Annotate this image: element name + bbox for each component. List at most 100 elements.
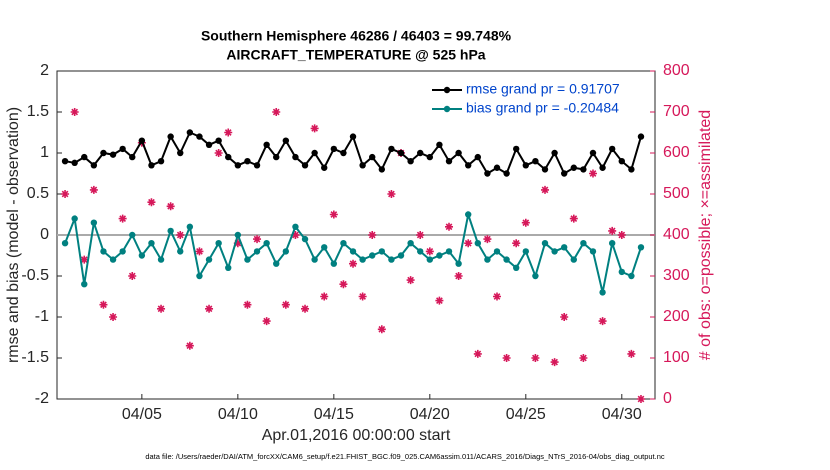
y-tick-label: -0.5 (21, 267, 49, 284)
obs-count-marker (205, 304, 214, 313)
obs-count-marker (406, 276, 415, 285)
obs-count-marker (512, 239, 521, 248)
y2-tick-label: 700 (663, 103, 690, 120)
y2-tick-label: 500 (663, 185, 690, 202)
series-marker (301, 235, 309, 243)
series-marker (637, 244, 645, 251)
series-marker (273, 153, 280, 161)
obs-count-marker (377, 325, 386, 334)
series-marker (570, 164, 577, 171)
series-marker (129, 231, 136, 239)
obs-count-marker (454, 272, 463, 280)
series-marker (196, 133, 203, 140)
legend-marker (443, 86, 451, 94)
series-marker (244, 256, 251, 263)
series-marker (436, 252, 443, 259)
series-marker (321, 164, 328, 171)
obs-count-marker (176, 231, 185, 239)
series-marker (417, 248, 424, 255)
series-marker (580, 240, 587, 247)
x-tick-label: 04/30 (602, 406, 642, 423)
obs-count-marker (128, 272, 137, 280)
y-tick-label: 0.5 (27, 185, 49, 202)
series-marker (503, 170, 510, 177)
series-marker (340, 240, 347, 247)
chart-subtitle: AIRCRAFT_TEMPERATURE @ 525 hPa (226, 47, 485, 63)
obs-count-marker (147, 198, 156, 207)
series-marker (311, 256, 318, 263)
series-marker (618, 268, 625, 276)
series-marker (484, 170, 491, 177)
obs-count-marker (540, 185, 549, 194)
obs-count-marker (118, 214, 127, 223)
series-marker (215, 240, 222, 247)
obs-count-marker (598, 317, 607, 326)
y2-tick-label: 400 (663, 226, 690, 243)
series-marker (244, 158, 251, 165)
obs-count-marker (291, 231, 300, 239)
series-marker (608, 145, 616, 153)
series-marker (301, 162, 309, 169)
series-marker (455, 260, 462, 267)
series-marker (493, 248, 501, 255)
legend-marker (443, 105, 451, 113)
series-marker (628, 272, 635, 280)
series-marker (551, 248, 558, 255)
series-marker (186, 223, 194, 230)
obs-count-marker (301, 304, 310, 313)
series-marker (311, 149, 318, 157)
y-tick-label: -1 (35, 308, 49, 325)
legend-label: rmse grand pr = 0.91707 (466, 81, 620, 97)
series-marker (484, 256, 491, 263)
y2-tick-label: 800 (663, 62, 690, 79)
obs-count-marker (502, 354, 511, 362)
obs-count-marker (195, 247, 204, 256)
series-marker (580, 166, 587, 173)
obs-count-marker (425, 247, 434, 256)
series-marker (215, 137, 222, 144)
series-marker (292, 153, 299, 161)
series-marker (503, 256, 510, 263)
series-marker (253, 162, 261, 169)
series-marker (407, 158, 414, 165)
series-marker (388, 256, 395, 263)
y2-tick-label: 300 (663, 267, 690, 284)
series-marker (560, 170, 568, 177)
series-marker (465, 162, 472, 169)
series-marker (359, 162, 366, 169)
series-marker (445, 248, 453, 255)
series-marker (157, 158, 165, 165)
series-marker (138, 252, 146, 259)
series-marker (349, 133, 357, 140)
series-marker (263, 141, 270, 148)
obs-count-marker (560, 313, 569, 321)
y-tick-label: 1 (40, 144, 49, 161)
obs-count-marker (617, 231, 626, 239)
x-tick-label: 04/25 (506, 406, 546, 423)
x-tick-label: 04/20 (410, 406, 450, 423)
series-marker (157, 256, 165, 263)
footnote: data file: /Users/raeder/DAI/ATM_forcXX/… (145, 452, 665, 461)
series-marker (637, 133, 645, 140)
series-marker (205, 141, 213, 148)
obs-count-marker (627, 349, 636, 358)
series-marker (330, 260, 338, 267)
series-marker (263, 240, 270, 247)
series-marker (167, 227, 174, 235)
series-marker (349, 248, 357, 255)
obs-count-marker (368, 231, 377, 239)
obs-count-marker (70, 108, 79, 116)
legend-label: bias grand pr = -0.20484 (466, 100, 619, 116)
obs-count-marker (262, 317, 271, 326)
y-tick-label: 2 (40, 62, 49, 79)
obs-count-marker (233, 239, 242, 248)
obs-count-marker (387, 190, 396, 198)
series-marker (532, 272, 539, 280)
series-marker (340, 149, 347, 157)
series-marker (369, 153, 376, 161)
series-marker (282, 137, 290, 144)
obs-count-marker (166, 202, 175, 211)
obs-count-marker (157, 304, 166, 313)
series-marker (234, 231, 242, 239)
y-tick-label: -2 (35, 390, 49, 407)
